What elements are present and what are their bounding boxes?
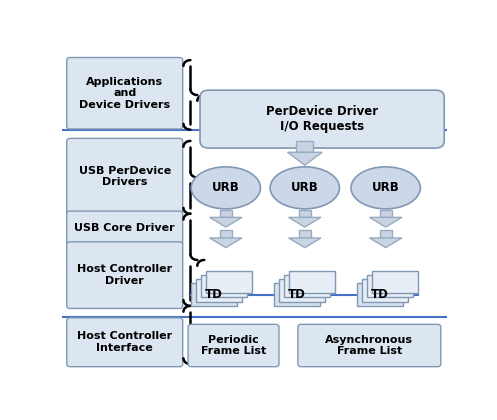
FancyBboxPatch shape — [188, 324, 279, 367]
Text: TD: TD — [288, 288, 306, 301]
Text: Host Controller
Interface: Host Controller Interface — [77, 331, 172, 353]
Bar — [296, 141, 313, 152]
Polygon shape — [289, 218, 321, 227]
Bar — [380, 210, 392, 218]
Bar — [380, 230, 392, 238]
Bar — [220, 230, 232, 238]
Text: URB: URB — [212, 181, 240, 194]
Polygon shape — [369, 218, 402, 227]
Bar — [357, 283, 403, 306]
Bar — [299, 230, 311, 238]
Bar — [206, 270, 252, 293]
Bar — [196, 279, 243, 302]
Polygon shape — [369, 238, 402, 248]
FancyBboxPatch shape — [67, 58, 183, 129]
FancyBboxPatch shape — [67, 211, 183, 245]
Text: URB: URB — [372, 181, 400, 194]
Bar — [284, 275, 330, 297]
FancyBboxPatch shape — [67, 138, 183, 215]
FancyBboxPatch shape — [200, 90, 444, 148]
Text: TD: TD — [371, 288, 389, 301]
Polygon shape — [210, 238, 242, 248]
Text: Periodic
Frame List: Periodic Frame List — [201, 335, 266, 356]
Ellipse shape — [191, 167, 260, 209]
Bar — [289, 270, 335, 293]
Polygon shape — [210, 218, 242, 227]
Polygon shape — [289, 238, 321, 248]
Text: Applications
and
Device Drivers: Applications and Device Drivers — [79, 77, 170, 110]
FancyBboxPatch shape — [67, 318, 183, 367]
Ellipse shape — [270, 167, 339, 209]
Text: Asynchronous
Frame List: Asynchronous Frame List — [326, 335, 414, 356]
Text: PerDevice Driver
I/O Requests: PerDevice Driver I/O Requests — [266, 105, 378, 133]
Bar — [191, 283, 238, 306]
Ellipse shape — [351, 167, 420, 209]
Polygon shape — [287, 152, 322, 165]
Bar — [362, 279, 408, 302]
Bar — [274, 283, 320, 306]
Bar — [372, 270, 418, 293]
Text: URB: URB — [291, 181, 319, 194]
Text: TD: TD — [205, 288, 223, 301]
Bar — [279, 279, 325, 302]
Bar — [299, 210, 311, 218]
FancyBboxPatch shape — [298, 324, 441, 367]
Text: USB PerDevice
Drivers: USB PerDevice Drivers — [79, 166, 171, 187]
Text: USB Core Driver: USB Core Driver — [75, 223, 175, 233]
Text: Host Controller
Driver: Host Controller Driver — [77, 264, 172, 286]
Bar — [367, 275, 413, 297]
Bar — [220, 210, 232, 218]
FancyBboxPatch shape — [67, 242, 183, 308]
Bar — [201, 275, 248, 297]
